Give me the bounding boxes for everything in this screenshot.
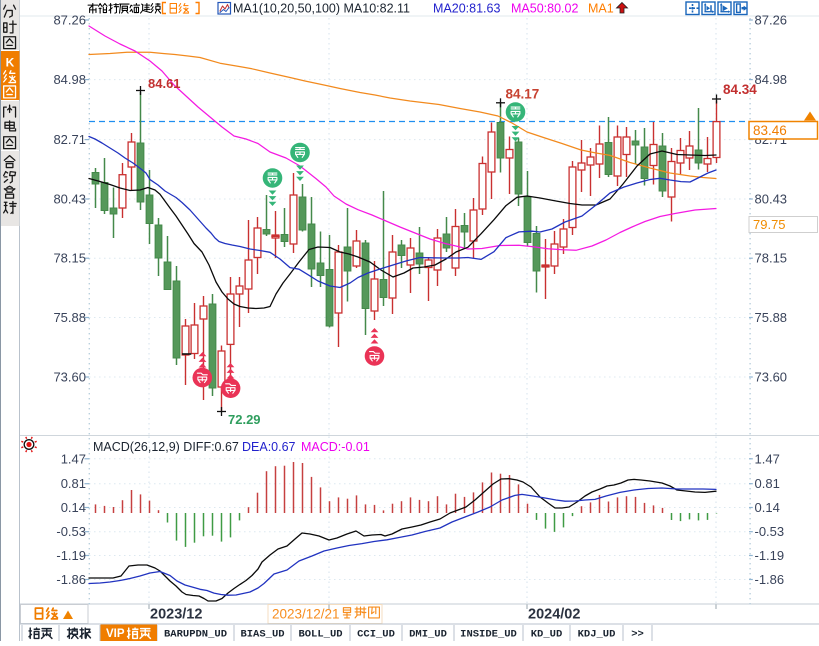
svg-text:-0.53: -0.53 — [56, 524, 86, 539]
svg-text:KD_UD: KD_UD — [531, 629, 563, 641]
svg-text:BARUPDN_UD: BARUPDN_UD — [164, 629, 227, 641]
svg-text:79.75: 79.75 — [753, 217, 786, 232]
svg-text:75.88: 75.88 — [53, 310, 86, 325]
svg-text:84.61: 84.61 — [148, 76, 181, 91]
svg-text:2023/12/21: 2023/12/21 — [272, 607, 340, 622]
svg-text:KDJ_UD: KDJ_UD — [578, 629, 616, 641]
svg-text:>>: >> — [631, 629, 644, 641]
svg-text:73.60: 73.60 — [53, 370, 86, 385]
svg-text:-1.19: -1.19 — [56, 548, 86, 563]
svg-text:0.14: 0.14 — [61, 500, 86, 515]
svg-text:K: K — [6, 56, 15, 70]
svg-text:1.47: 1.47 — [755, 451, 780, 466]
svg-text:-1.86: -1.86 — [56, 572, 86, 587]
svg-text:BIAS_UD: BIAS_UD — [240, 629, 284, 641]
svg-text:1.47: 1.47 — [61, 451, 86, 466]
svg-text:INSIDE_UD: INSIDE_UD — [460, 629, 517, 641]
svg-text:MA1: MA1 — [588, 2, 614, 16]
svg-text:MA50:80.02: MA50:80.02 — [511, 2, 578, 16]
svg-text:83.46: 83.46 — [753, 123, 787, 138]
svg-text:78.15: 78.15 — [53, 251, 86, 266]
svg-text:84.98: 84.98 — [755, 72, 788, 87]
svg-text:DMI_UD: DMI_UD — [409, 629, 447, 641]
svg-text:72.29: 72.29 — [228, 412, 261, 427]
svg-text:80.43: 80.43 — [755, 192, 788, 207]
svg-text:87.26: 87.26 — [53, 13, 86, 28]
svg-text:84.17: 84.17 — [506, 87, 540, 102]
svg-text:2023/12: 2023/12 — [150, 607, 202, 623]
svg-text:0.81: 0.81 — [755, 476, 780, 491]
svg-text:75.88: 75.88 — [755, 310, 788, 325]
svg-text:DEA:0.67: DEA:0.67 — [242, 440, 296, 454]
svg-text:0.14: 0.14 — [755, 500, 780, 515]
svg-text:MA20:81.63: MA20:81.63 — [433, 2, 500, 16]
svg-text:MACD:-0.01: MACD:-0.01 — [301, 440, 370, 454]
svg-text:0.81: 0.81 — [61, 476, 86, 491]
svg-text:87.26: 87.26 — [755, 13, 788, 28]
svg-text:MACD(26,12,9) DIFF:0.67: MACD(26,12,9) DIFF:0.67 — [93, 440, 239, 454]
svg-text:84.98: 84.98 — [53, 72, 86, 87]
svg-text:-1.86: -1.86 — [755, 572, 785, 587]
svg-text:84.34: 84.34 — [723, 82, 757, 97]
svg-text:2024/02: 2024/02 — [528, 607, 580, 623]
svg-text:78.15: 78.15 — [755, 251, 788, 266]
svg-text:BOLL_UD: BOLL_UD — [298, 629, 342, 641]
svg-text:-1.19: -1.19 — [755, 548, 785, 563]
svg-text:MA1(10,20,50,100) MA10:82.11: MA1(10,20,50,100) MA10:82.11 — [233, 2, 410, 16]
svg-text:82.71: 82.71 — [53, 132, 86, 147]
svg-text:VIP: VIP — [106, 628, 125, 640]
svg-text:-0.53: -0.53 — [755, 524, 785, 539]
svg-text:CCI_UD: CCI_UD — [357, 629, 395, 641]
svg-text:73.60: 73.60 — [755, 370, 788, 385]
svg-text:80.43: 80.43 — [53, 192, 86, 207]
